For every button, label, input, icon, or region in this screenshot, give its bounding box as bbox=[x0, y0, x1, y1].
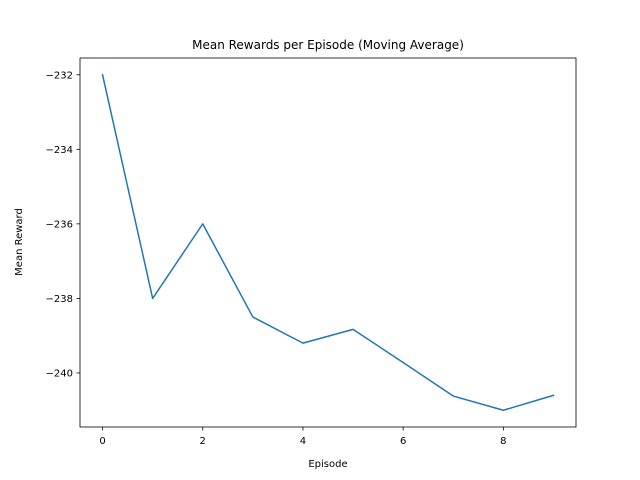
series-line-0 bbox=[101, 73, 555, 411]
x-axis-label: Episode bbox=[308, 459, 347, 470]
plot-frame bbox=[79, 57, 577, 428]
y-tick-label: −238 bbox=[46, 294, 73, 305]
y-tick-label: −236 bbox=[46, 219, 73, 230]
plot-area bbox=[80, 58, 576, 427]
y-axis-ticks: −240 −238 −236 −234 −232 bbox=[46, 70, 80, 380]
x-tick-label: 2 bbox=[200, 436, 206, 447]
y-tick-label: −240 bbox=[46, 369, 73, 380]
y-tick-label: −232 bbox=[46, 70, 73, 81]
y-tick-label: −234 bbox=[46, 145, 73, 156]
y-axis-label: Mean Reward bbox=[14, 208, 25, 276]
chart-title: Mean Rewards per Episode (Moving Average… bbox=[192, 38, 464, 52]
x-tick-label: 8 bbox=[500, 436, 506, 447]
x-tick-label: 0 bbox=[99, 436, 105, 447]
series-layer bbox=[101, 73, 555, 411]
x-tick-label: 4 bbox=[300, 436, 306, 447]
x-tick-label: 6 bbox=[400, 436, 406, 447]
x-axis-ticks: 0 2 4 6 8 bbox=[99, 427, 507, 447]
